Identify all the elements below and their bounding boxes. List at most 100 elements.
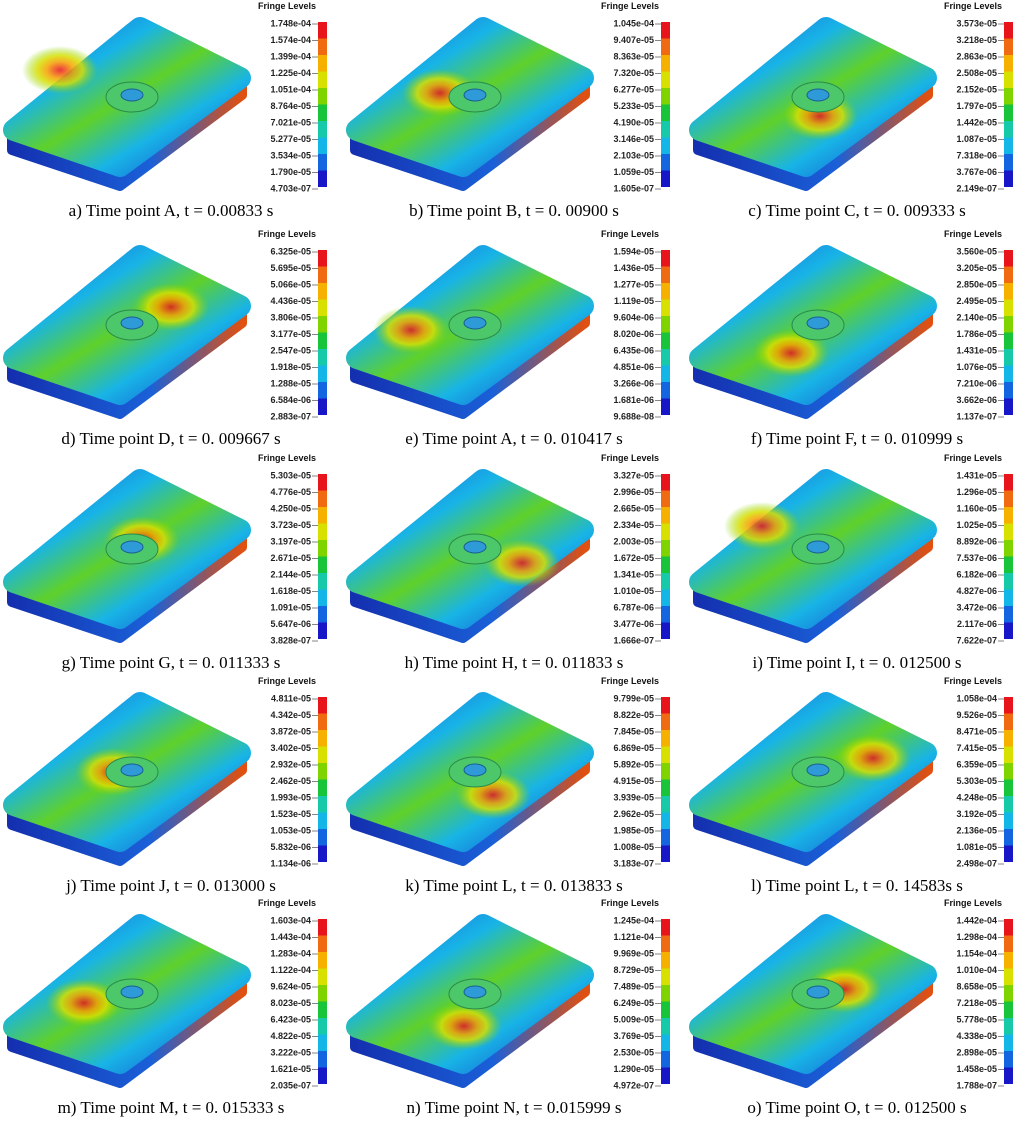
plate-render — [12, 480, 242, 638]
fringe-level: 1.618e-05 — [270, 586, 311, 596]
fringe-level: 1.008e-05 — [613, 842, 654, 852]
center-hole — [121, 541, 143, 553]
colorbar-segment — [1004, 22, 1013, 39]
fringe-level: 7.415e-05 — [956, 743, 997, 753]
fringe-level: 8.020e-06 — [613, 329, 654, 339]
colorbar-segment — [661, 88, 670, 105]
fringe-level: 6.182e-06 — [956, 569, 997, 579]
colorbar-segment — [1004, 55, 1013, 72]
plate-render — [355, 925, 585, 1083]
colorbar-segment — [318, 22, 327, 39]
colorbar-segment — [661, 1068, 670, 1085]
fringe-level: 8.764e-05 — [270, 101, 311, 111]
fringe-level: 1.091e-05 — [270, 602, 311, 612]
fringe-level: 4.338e-05 — [956, 1031, 997, 1041]
fringe-level: 8.023e-05 — [270, 998, 311, 1008]
fringe-level: 1.288e-05 — [270, 378, 311, 388]
plate-render — [355, 480, 585, 638]
panel: Fringe Levels1.045e-049.407e-058.363e-05… — [355, 1, 670, 220]
colorbar-segment — [318, 1035, 327, 1052]
colorbar-segment — [1004, 747, 1013, 764]
caption: a) Time point A, t = 0.00833 s — [69, 201, 274, 220]
fringe-level: 3.402e-05 — [270, 743, 311, 753]
colorbar-segment — [318, 171, 327, 188]
colorbar-segment — [661, 267, 670, 284]
colorbar-segment — [318, 952, 327, 969]
colorbar-segment — [1004, 154, 1013, 171]
plate-render — [12, 925, 242, 1083]
fringe-level: 2.149e-07 — [956, 183, 997, 193]
colorbar-segment — [1004, 936, 1013, 953]
caption: k) Time point L, t = 0. 013833 s — [405, 876, 622, 895]
colorbar-segment — [318, 399, 327, 416]
colorbar-segment — [318, 121, 327, 138]
colorbar-segment — [661, 491, 670, 508]
fringe-level: 3.266e-06 — [613, 378, 654, 388]
fringe-level: 1.025e-05 — [956, 520, 997, 530]
center-hole — [807, 764, 829, 776]
fringe-level: 2.962e-05 — [613, 809, 654, 819]
fringe-level: 1.442e-05 — [956, 117, 997, 127]
colorbar-segment — [661, 952, 670, 969]
fringe-level: 6.435e-06 — [613, 345, 654, 355]
colorbar-segment — [661, 796, 670, 813]
colorbar-segment — [318, 267, 327, 284]
fringe-level: 4.851e-06 — [613, 362, 654, 372]
colorbar-segment — [1004, 557, 1013, 574]
fringe-level: 1.290e-05 — [613, 1064, 654, 1074]
colorbar-segment — [1004, 796, 1013, 813]
fringe-level: 1.790e-05 — [270, 167, 311, 177]
fringe-level: 7.537e-06 — [956, 553, 997, 563]
fringe-level: 5.277e-05 — [270, 134, 311, 144]
fringe-level: 2.850e-05 — [956, 279, 997, 289]
fringe-level: 5.303e-05 — [270, 470, 311, 480]
colorbar-segment — [661, 382, 670, 399]
fringe-level: 2.117e-06 — [957, 619, 997, 629]
fringe-level: 7.021e-05 — [270, 117, 311, 127]
fringe-level: 5.303e-05 — [956, 776, 997, 786]
fringe-level: 1.154e-04 — [956, 948, 997, 958]
colorbar-segment — [1004, 846, 1013, 863]
fringe-level: 3.472e-06 — [956, 602, 997, 612]
fringe-level: 1.621e-05 — [270, 1064, 311, 1074]
colorbar-segment — [661, 22, 670, 39]
fringe-level: 3.723e-05 — [270, 520, 311, 530]
colorbar-segment — [318, 283, 327, 300]
fringe-level: 7.318e-06 — [956, 150, 997, 160]
colorbar-segment — [1004, 573, 1013, 590]
fringe-level: 6.359e-05 — [956, 759, 997, 769]
fringe-level: 2.152e-05 — [956, 84, 997, 94]
fringe-level: 2.883e-07 — [270, 411, 311, 421]
caption: c) Time point C, t = 0. 009333 s — [748, 201, 965, 220]
colorbar-segment — [661, 557, 670, 574]
fringe-level: 3.769e-05 — [613, 1031, 654, 1041]
fringe-level: 6.249e-05 — [613, 998, 654, 1008]
colorbar-segment — [318, 88, 327, 105]
colorbar-segment — [1004, 39, 1013, 56]
colorbar-segment — [318, 796, 327, 813]
fringe-level: 5.832e-06 — [270, 842, 311, 852]
colorbar-segment — [1004, 1068, 1013, 1085]
fringe-level: 6.584e-06 — [270, 395, 311, 405]
fringe-level: 7.218e-05 — [956, 998, 997, 1008]
fringe-level: 3.146e-05 — [613, 134, 654, 144]
fringe-level: 9.604e-06 — [613, 312, 654, 322]
fringe-level: 5.695e-05 — [270, 263, 311, 273]
fringe-level: 8.822e-05 — [613, 710, 654, 720]
colorbar-segment — [1004, 88, 1013, 105]
colorbar-segment — [661, 829, 670, 846]
caption: o) Time point O, t = 0. 012500 s — [747, 1098, 966, 1117]
fringe-level: 5.066e-05 — [270, 279, 311, 289]
fringe-level: 1.122e-04 — [270, 965, 311, 975]
colorbar-segment — [661, 171, 670, 188]
fringe-level: 1.443e-04 — [270, 932, 311, 942]
colorbar-segment — [1004, 507, 1013, 524]
caption: j) Time point J, t = 0. 013000 s — [65, 876, 276, 895]
panel: Fringe Levels4.811e-054.342e-053.872e-05… — [12, 676, 327, 895]
fringe-level: 8.658e-05 — [956, 981, 997, 991]
fringe-level: 1.121e-04 — [613, 932, 654, 942]
fringe-level: 4.342e-05 — [270, 710, 311, 720]
panel: Fringe Levels1.431e-051.296e-051.160e-05… — [698, 453, 1013, 672]
hot-zone — [426, 1002, 502, 1050]
colorbar-segment — [318, 540, 327, 557]
